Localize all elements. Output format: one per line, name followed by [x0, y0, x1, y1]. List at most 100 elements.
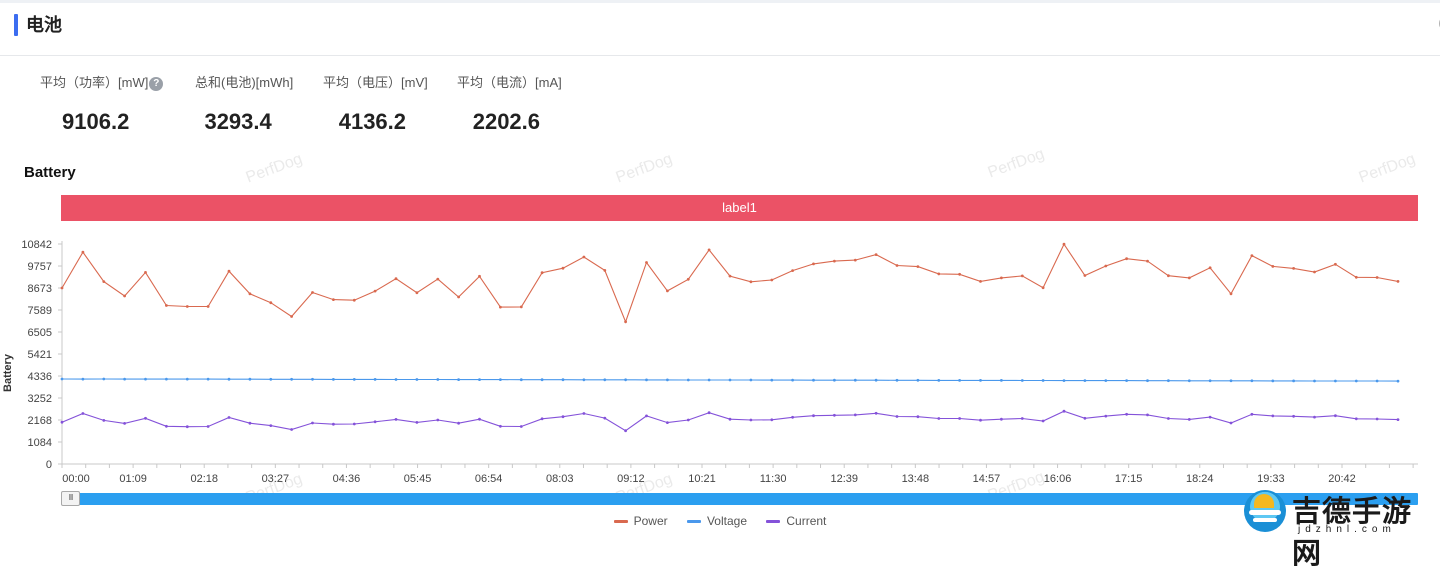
data-point [436, 378, 440, 381]
data-point [686, 418, 690, 422]
y-tick-label: 2168 [28, 415, 52, 427]
collapse-icon[interactable]: ( [1438, 14, 1440, 30]
data-point [269, 301, 273, 305]
data-point [666, 289, 669, 293]
legend-label: Current [786, 514, 827, 528]
y-tick-label: 5421 [28, 349, 52, 361]
data-point [645, 261, 648, 264]
metric-value: 3293.4 [204, 109, 272, 134]
data-point [937, 272, 941, 276]
data-point [373, 289, 377, 293]
data-point [1146, 413, 1149, 417]
brand-wave-icon [1253, 518, 1277, 522]
brand-domain: jdzhnl.com [1298, 524, 1396, 535]
plot-area [60, 242, 1400, 433]
data-point [206, 377, 210, 381]
watermark: PerfDog [1356, 150, 1418, 187]
data-point [1208, 379, 1212, 383]
data-point [1125, 379, 1128, 382]
data-point [1083, 416, 1087, 420]
x-tick-label: 08:03 [546, 473, 574, 485]
data-point [624, 320, 627, 324]
data-point [895, 415, 899, 418]
zoom-slider-track[interactable] [62, 493, 1418, 505]
y-tick-label: 9757 [28, 261, 52, 273]
legend-item-current[interactable]: Current [766, 514, 826, 528]
data-point [666, 378, 669, 382]
data-point [144, 416, 147, 420]
data-point [770, 278, 774, 282]
data-point [102, 377, 106, 381]
data-point [519, 425, 523, 428]
data-point [833, 413, 836, 417]
chart-legend: Power Voltage Current [0, 514, 1440, 528]
x-tick-label: 19:33 [1257, 473, 1285, 485]
data-point [60, 420, 64, 424]
data-point [958, 417, 961, 420]
data-point [290, 377, 293, 381]
section-title: 电池 [26, 15, 62, 35]
data-point [185, 305, 189, 308]
y-tick-label: 4336 [28, 371, 52, 383]
data-point [123, 377, 126, 381]
data-point [1271, 379, 1275, 383]
data-point [478, 378, 481, 381]
data-point [1062, 379, 1066, 382]
data-point [1146, 379, 1149, 383]
data-point [791, 415, 794, 419]
data-point [895, 264, 899, 267]
data-point [1313, 270, 1316, 274]
x-tick-label: 06:54 [475, 473, 503, 485]
data-point [1208, 266, 1212, 270]
data-point [874, 411, 878, 415]
data-point [540, 378, 544, 382]
data-point [749, 418, 753, 422]
legend-swatch [766, 520, 781, 524]
data-point [770, 378, 774, 382]
x-tick-label: 00:00 [62, 473, 90, 485]
data-point [1250, 254, 1254, 257]
data-point [102, 280, 106, 283]
data-point [81, 377, 85, 381]
data-point [206, 425, 210, 428]
data-point [123, 294, 126, 298]
data-point [749, 378, 753, 382]
data-point [227, 377, 231, 381]
data-point [165, 304, 168, 307]
data-point [979, 379, 982, 382]
data-point [102, 419, 106, 422]
legend-item-voltage[interactable]: Voltage [686, 514, 747, 528]
data-point [1104, 264, 1108, 268]
data-point [561, 266, 565, 270]
data-point [1292, 379, 1295, 383]
data-point [1104, 379, 1108, 382]
data-point [1229, 421, 1233, 425]
help-icon[interactable]: ? [149, 76, 164, 91]
data-point [707, 378, 711, 382]
label-bar[interactable]: label1 [61, 195, 1418, 221]
section-header: 电池 ( [0, 3, 1440, 56]
data-point [373, 420, 377, 424]
data-point [582, 255, 586, 259]
data-point [624, 378, 627, 382]
metric-avg-power: 平均（功率）[mW]? 9106.2 [40, 72, 164, 135]
data-point [582, 378, 586, 382]
data-point [916, 265, 920, 268]
chart-title: Battery [24, 164, 76, 181]
data-point [1167, 379, 1170, 383]
data-point [1104, 414, 1108, 418]
x-tick-label: 04:36 [333, 473, 361, 485]
data-point [582, 412, 586, 415]
legend-swatch [613, 520, 628, 524]
data-point [603, 378, 607, 382]
zoom-slider-handle[interactable]: III [61, 491, 80, 506]
data-point [1125, 412, 1128, 416]
data-point [499, 424, 502, 428]
metric-label: 总和(电池)[mWh] [195, 75, 294, 90]
data-point [916, 415, 920, 419]
y-axis-label: Battery [2, 353, 14, 392]
metric-value: 9106.2 [62, 109, 130, 134]
data-point [1020, 274, 1024, 278]
legend-item-power[interactable]: Power [613, 514, 668, 528]
data-point [1375, 379, 1379, 383]
